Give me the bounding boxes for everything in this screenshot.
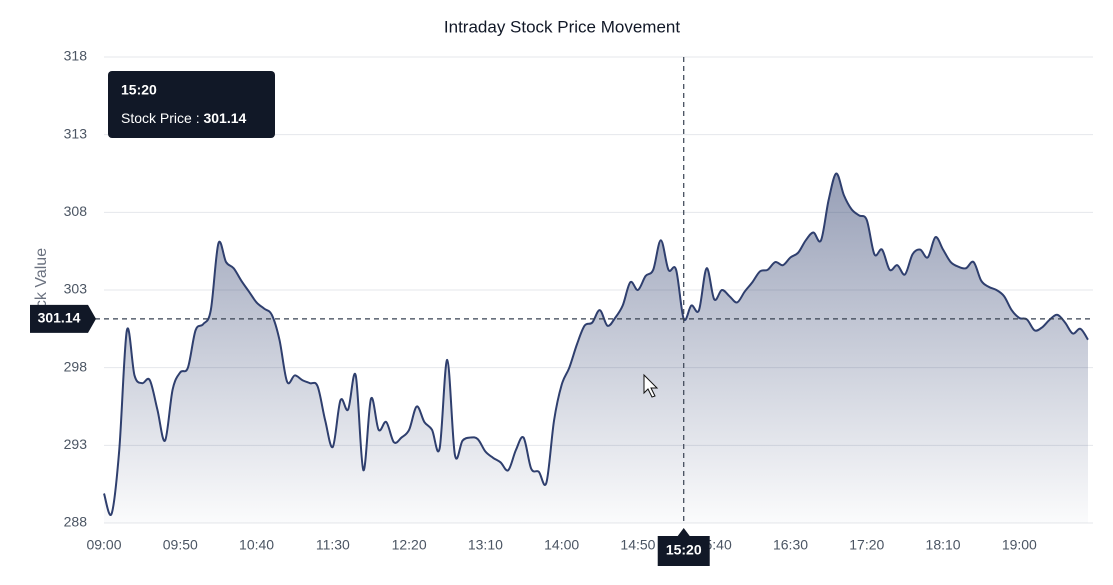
axes: 288 293 298 303 308 313 318 09:00 09:50 10:40 11:3…	[64, 48, 1037, 553]
x-crosshair-label: 15:20	[666, 542, 702, 558]
tooltip-title: 15:20	[121, 82, 157, 98]
tooltip-row: Stock Price : 301.14	[121, 110, 247, 126]
y-tick-label: 288	[64, 514, 88, 530]
x-tick-label: 09:50	[163, 537, 198, 553]
x-tick-label: 13:10	[468, 537, 503, 553]
cursor	[643, 373, 659, 398]
x-tick-label: 18:10	[926, 537, 961, 553]
y-crosshair-label: 301.14	[38, 310, 81, 326]
y-tick-label: 318	[64, 48, 88, 64]
tooltip-separator: :	[192, 110, 204, 126]
x-crosshair-label-box	[657, 528, 710, 566]
line	[103, 172, 1089, 517]
y-tick-label: 313	[64, 125, 88, 141]
y-tick-label: 298	[64, 358, 88, 374]
x-tick-label: 09:00	[86, 537, 121, 553]
x-tick-label: 19:00	[1002, 537, 1037, 553]
tooltip-box	[108, 71, 275, 138]
x-tick-label: 14:00	[544, 537, 579, 553]
overlay: 301.14 15:20 15:20 Stock Price : 301.14	[30, 57, 1093, 566]
x-tick-label: 16:30	[773, 537, 808, 553]
plot	[103, 172, 1089, 523]
tooltip-value: 301.14	[203, 110, 246, 126]
x-tick-label: 14:50	[620, 537, 655, 553]
x-tick-label: 11:30	[316, 537, 350, 553]
area	[104, 173, 1088, 523]
y-tick-label: 308	[64, 203, 88, 219]
x-tick-label: 10:40	[239, 537, 274, 553]
x-tick-label: 12:20	[392, 537, 427, 553]
y-tick-label: 303	[64, 281, 88, 297]
tooltip-series-name: Stock Price	[121, 110, 192, 126]
chart-title: Intraday Stock Price Movement	[444, 17, 680, 36]
y-tick-label: 293	[64, 436, 88, 452]
y-crosshair-label-box	[30, 304, 96, 333]
x-tick-label: 17:20	[849, 537, 884, 553]
